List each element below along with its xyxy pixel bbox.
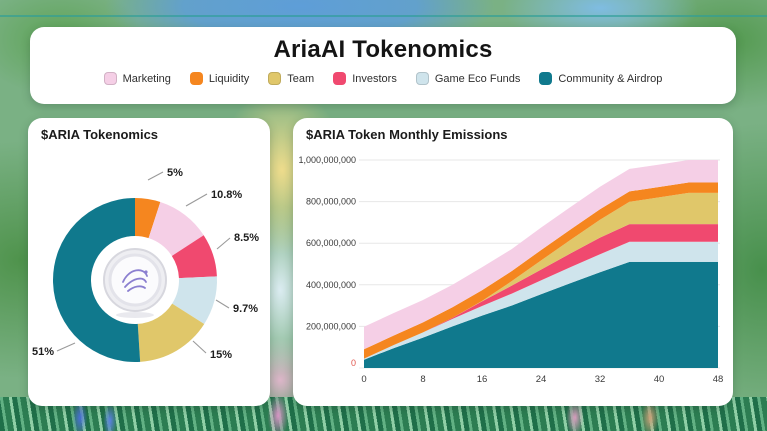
- legend-label: Investors: [352, 72, 397, 85]
- y-tick-label: 600,000,000: [306, 238, 356, 248]
- donut-percent-label-liquidity: 5%: [167, 167, 183, 179]
- legend-swatch-marketing: [103, 72, 117, 85]
- legend-label: Marketing: [122, 72, 171, 85]
- y-tick-label: 400,000,000: [306, 280, 356, 290]
- page-title: AriaAI Tokenomics: [273, 36, 493, 63]
- legend-item-liquidity: Liquidity: [189, 72, 250, 85]
- y-tick-label: 800,000,000: [306, 197, 356, 207]
- donut-leader-line-investors: [216, 237, 231, 250]
- donut-leader-line-team: [192, 340, 207, 354]
- donut-leader-line-community-airdrop: [56, 342, 76, 352]
- legend-item-investors: Investors: [333, 72, 397, 85]
- x-tick-label: 32: [595, 374, 606, 385]
- legend-item-community-airdrop: Community & Airdrop: [539, 72, 662, 85]
- y-tick-label: 200,000,000: [306, 321, 356, 331]
- donut-chart: 5% 10.8% 8.5% 9.7% 15% 51%: [32, 167, 259, 362]
- area-series-community-airdrop: [364, 261, 718, 368]
- emissions-card-title: $ARIA Token Monthly Emissions: [306, 127, 508, 142]
- legend-item-team: Team: [268, 72, 314, 85]
- legend-label: Team: [287, 72, 315, 85]
- area-series-liquidity: [364, 182, 718, 359]
- x-tick-label: 16: [477, 374, 488, 385]
- legend-label: Liquidity: [208, 72, 250, 85]
- x-tick-label: 40: [654, 374, 665, 385]
- donut-slice-investors: [171, 235, 217, 279]
- area-series-investors: [364, 224, 718, 359]
- area-series-marketing: [364, 160, 718, 350]
- donut-leader-line-game-eco-funds: [215, 299, 230, 309]
- emissions-card: $ARIA Token Monthly Emissions 200,000,00…: [293, 118, 733, 406]
- legend-item-marketing: Marketing: [103, 72, 171, 85]
- area-series-team: [364, 192, 718, 359]
- coin-glyph-dot: [144, 270, 148, 274]
- emissions-area-chart: 200,000,000 400,000,000 600,000,000 800,000…: [298, 155, 724, 385]
- donut-percent-label-team: 15%: [210, 349, 232, 361]
- legend-swatch-team: [268, 72, 282, 85]
- legend-item-game-eco-funds: Game Eco Funds: [415, 72, 521, 85]
- donut-slice-liquidity: [135, 198, 161, 239]
- legend-swatch-liquidity: [189, 72, 203, 85]
- area-series-game-eco-funds: [364, 241, 718, 360]
- x-tick-label: 0: [361, 374, 366, 385]
- legend-label: Community & Airdrop: [558, 72, 663, 85]
- coin-shadow: [116, 312, 154, 318]
- coin-glyph: [122, 269, 148, 292]
- x-tick-label: 8: [420, 374, 425, 385]
- donut-percent-label-game-eco-funds: 9.7%: [233, 303, 258, 315]
- x-tick-label: 48: [713, 374, 724, 385]
- y-tick-label: 1,000,000,000: [298, 155, 356, 165]
- donut-card: $ARIA Tokenomics 5% 10.8% 8.5% 9.7% 15% 51%: [28, 118, 270, 406]
- legend-label: Game Eco Funds: [434, 72, 521, 85]
- donut-slice-marketing: [148, 202, 204, 256]
- legend-swatch-investors: [333, 72, 347, 85]
- donut-percent-label-investors: 8.5%: [234, 232, 259, 244]
- donut-leader-line-liquidity: [147, 171, 164, 181]
- donut-slice-team: [137, 303, 205, 362]
- donut-leader-line-marketing: [185, 193, 208, 207]
- x-tick-label: 24: [536, 374, 547, 385]
- background-treeline: [0, 15, 767, 17]
- legend-swatch-community-airdrop: [539, 72, 553, 85]
- header-card: AriaAI Tokenomics Marketing Liquidity Team…: [30, 27, 736, 104]
- donut-percent-label-marketing: 10.8%: [211, 189, 242, 201]
- donut-percent-label-community-airdrop: 51%: [32, 346, 54, 358]
- legend-swatch-game-eco-funds: [415, 72, 429, 85]
- donut-card-title: $ARIA Tokenomics: [41, 127, 159, 142]
- donut-slice-community-airdrop: [52, 198, 141, 362]
- aria-coin-logo: [103, 248, 167, 318]
- legend: Marketing Liquidity Team Investors Game Eco …: [30, 72, 736, 85]
- y-zero-label: 0: [351, 358, 356, 368]
- donut-slice-game-eco-funds: [172, 276, 217, 324]
